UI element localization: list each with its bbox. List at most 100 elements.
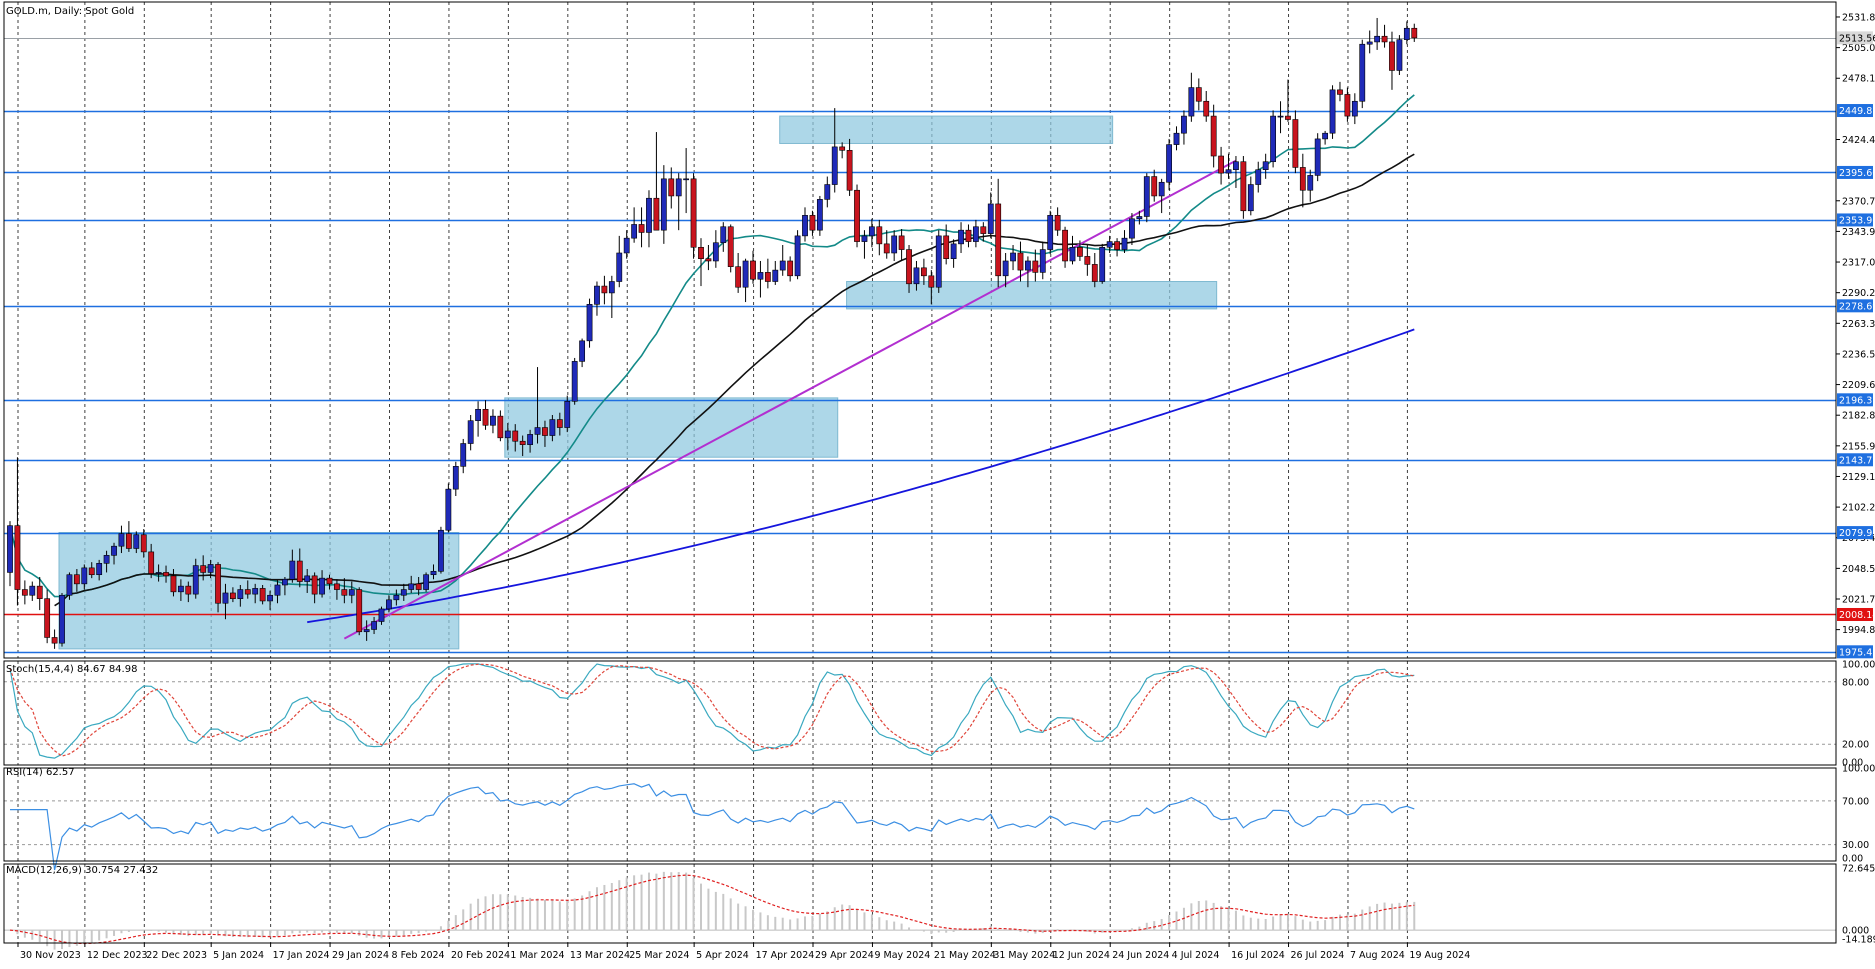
bullish-candle[interactable] [802, 215, 808, 237]
bullish-candle[interactable] [1181, 115, 1187, 134]
bullish-candle[interactable] [1255, 169, 1262, 185]
bearish-candle[interactable] [727, 226, 734, 267]
bearish-candle[interactable] [928, 275, 935, 288]
bullish-candle[interactable] [393, 594, 400, 601]
bullish-candle[interactable] [824, 184, 831, 200]
bearish-candle[interactable] [1203, 100, 1210, 117]
bullish-candle[interactable] [1225, 169, 1232, 174]
bullish-candle[interactable] [1262, 161, 1269, 171]
bullish-candle[interactable] [7, 525, 13, 573]
bullish-candle[interactable] [631, 224, 638, 239]
bullish-candle[interactable] [868, 226, 875, 237]
bullish-candle[interactable] [1322, 132, 1329, 140]
bullish-candle[interactable] [913, 267, 920, 285]
bearish-candle[interactable] [556, 419, 563, 428]
bullish-candle[interactable] [452, 466, 459, 490]
bullish-candle[interactable] [155, 572, 162, 574]
bearish-candle[interactable] [995, 203, 1002, 277]
bearish-candle[interactable] [1032, 260, 1039, 273]
bullish-candle[interactable] [958, 229, 964, 245]
bullish-candle[interactable] [445, 488, 452, 531]
bearish-candle[interactable] [185, 585, 192, 595]
bearish-candle[interactable] [1017, 252, 1024, 271]
bullish-candle[interactable] [177, 585, 184, 593]
bullish-candle[interactable] [779, 260, 786, 271]
bearish-candle[interactable] [482, 408, 489, 426]
bullish-candle[interactable] [1047, 215, 1054, 250]
bullish-candle[interactable] [438, 529, 444, 572]
bullish-candle[interactable] [1158, 181, 1165, 197]
bullish-candle[interactable] [527, 434, 533, 445]
bullish-candle[interactable] [59, 594, 65, 644]
bearish-candle[interactable] [1344, 94, 1351, 117]
bullish-candle[interactable] [1307, 175, 1314, 191]
bullish-candle[interactable] [319, 577, 325, 595]
bullish-candle[interactable] [1329, 89, 1336, 134]
bearish-candle[interactable] [341, 589, 348, 596]
bullish-candle[interactable] [378, 608, 385, 622]
bearish-candle[interactable] [876, 226, 883, 245]
bearish-candle[interactable] [14, 525, 21, 590]
bullish-candle[interactable] [371, 621, 377, 630]
trendline-layer[interactable] [343, 159, 1237, 640]
bullish-candle[interactable] [1314, 138, 1321, 176]
bearish-candle[interactable] [1114, 241, 1120, 250]
bullish-candle[interactable] [1121, 237, 1128, 250]
bullish-candle[interactable] [1002, 260, 1009, 277]
bullish-candle[interactable] [267, 594, 273, 602]
bearish-candle[interactable] [512, 430, 519, 442]
bullish-candle[interactable] [549, 419, 556, 436]
bearish-candle[interactable] [1389, 41, 1395, 71]
bullish-candle[interactable] [1247, 184, 1254, 212]
bullish-candle[interactable] [1374, 35, 1381, 43]
bullish-candle[interactable] [1010, 252, 1016, 262]
bullish-candle[interactable] [1039, 249, 1046, 273]
bearish-candle[interactable] [1062, 229, 1068, 262]
bullish-candle[interactable] [586, 304, 593, 342]
bullish-candle[interactable] [1233, 161, 1239, 171]
bearish-candle[interactable] [809, 215, 816, 231]
bearish-candle[interactable] [705, 258, 712, 262]
bullish-candle[interactable] [861, 235, 868, 242]
bullish-candle[interactable] [192, 565, 199, 595]
bearish-candle[interactable] [943, 235, 950, 259]
bullish-candle[interactable] [66, 574, 73, 596]
bearish-candle[interactable] [230, 592, 236, 599]
bullish-candle[interactable] [274, 584, 281, 596]
bullish-candle[interactable] [1099, 246, 1106, 282]
bullish-candle[interactable] [1069, 246, 1076, 262]
bullish-candle[interactable] [608, 281, 615, 294]
bullish-candle[interactable] [571, 361, 578, 402]
candles-layer[interactable] [7, 17, 1418, 649]
bearish-candle[interactable] [1299, 167, 1306, 191]
bearish-candle[interactable] [1337, 89, 1343, 95]
bullish-candle[interactable] [816, 199, 823, 231]
bullish-candle[interactable] [133, 534, 140, 549]
bearish-candle[interactable] [735, 266, 742, 288]
bearish-candle[interactable] [750, 260, 756, 280]
bullish-candle[interactable] [475, 408, 481, 421]
bearish-candle[interactable] [653, 197, 660, 231]
bullish-candle[interactable] [579, 340, 586, 362]
bearish-candle[interactable] [638, 224, 645, 233]
bearish-candle[interactable] [883, 243, 890, 254]
bearish-candle[interactable] [601, 285, 608, 294]
bullish-candle[interactable] [616, 252, 623, 282]
bullish-candle[interactable] [1025, 260, 1031, 271]
bullish-candle[interactable] [1143, 176, 1150, 217]
bullish-candle[interactable] [1270, 115, 1276, 163]
bullish-candle[interactable] [891, 235, 898, 254]
bullish-candle[interactable] [490, 415, 496, 426]
bearish-candle[interactable] [906, 249, 912, 285]
bullish-candle[interactable] [237, 589, 244, 599]
bearish-candle[interactable] [88, 567, 95, 576]
bearish-candle[interactable] [519, 440, 526, 445]
bullish-candle[interactable] [1129, 218, 1135, 239]
bullish-candle[interactable] [660, 178, 667, 231]
bullish-candle[interactable] [103, 555, 110, 564]
bullish-candle[interactable] [252, 588, 259, 595]
bearish-candle[interactable] [1077, 246, 1083, 257]
bullish-candle[interactable] [400, 589, 407, 596]
bullish-candle[interactable] [207, 564, 214, 573]
